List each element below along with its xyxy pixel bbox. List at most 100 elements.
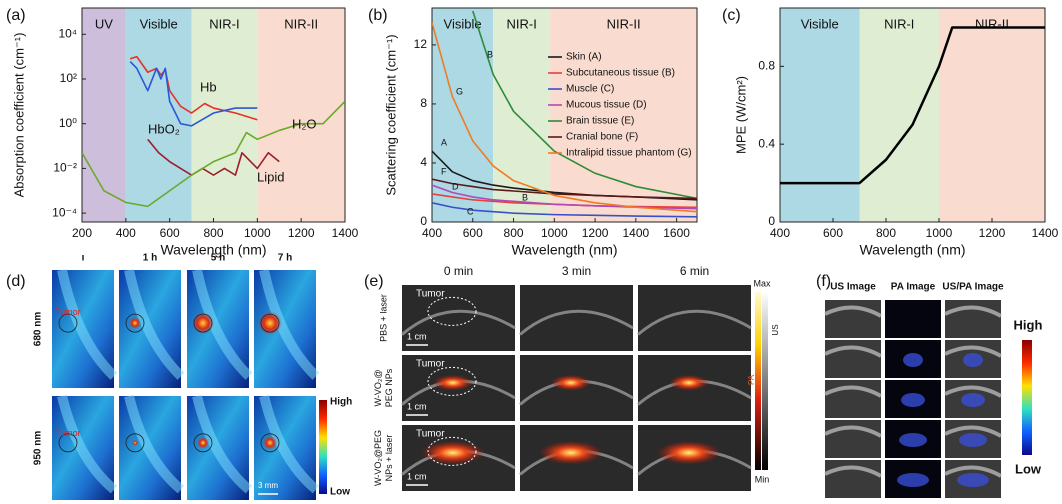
column-label: US/PA Image — [942, 282, 1004, 293]
region — [432, 8, 494, 222]
legend-label: Cranial bone (F) — [566, 132, 638, 143]
pa-signal — [899, 433, 927, 447]
tumor-outline — [125, 313, 145, 333]
series-label: H₂O — [292, 116, 317, 131]
series-line — [432, 184, 697, 210]
plot-lines — [432, 10, 697, 218]
region-label: Visible — [140, 16, 178, 31]
region-label: NIR-II — [607, 16, 641, 31]
image-detail — [57, 268, 118, 380]
column-label: 1 h — [143, 253, 157, 264]
tumor-signal — [258, 311, 282, 336]
region-label: UV — [95, 16, 113, 31]
row-label: NPs + laser — [384, 435, 394, 482]
x-tick-label: 1400 — [332, 226, 359, 240]
y-axis-title: Absorption coefficient (cm⁻¹) — [11, 33, 26, 198]
scale-bar-label: 3 mm — [258, 481, 278, 490]
curve-label: C — [467, 206, 474, 216]
x-tick-label: 1400 — [1032, 226, 1059, 240]
series-label: Hb — [200, 79, 217, 94]
colorbar-label: Min — [755, 474, 770, 484]
image-detail — [192, 268, 253, 380]
x-tick-label: 800 — [876, 226, 896, 240]
y-tick-label: 0.8 — [758, 59, 775, 73]
region-label: NIR-II — [284, 16, 318, 31]
curve-label: B — [522, 192, 528, 202]
tumor-outline — [260, 313, 280, 333]
image-detail — [944, 425, 1002, 438]
region — [257, 8, 345, 222]
x-tick-label: 800 — [203, 226, 223, 240]
tumor-label: Tumor — [55, 307, 81, 317]
y-tick-label: 8 — [420, 96, 427, 110]
x-axis-title: Wavelength (nm) — [511, 242, 617, 258]
image-detail — [519, 309, 634, 336]
region-label: Visible — [444, 16, 482, 31]
series-label: Lipid — [257, 169, 284, 184]
image-detail — [824, 425, 882, 438]
image-detail — [637, 309, 752, 336]
x-tick-label: 1000 — [541, 226, 568, 240]
panel-label: (c) — [722, 7, 741, 24]
panel-label: (b) — [368, 7, 388, 24]
pa-signal — [420, 440, 485, 465]
image-detail — [124, 394, 185, 494]
x-tick-label: 600 — [823, 226, 843, 240]
y-axis-title: Scattering coefficient (cm⁻¹) — [383, 34, 398, 195]
column-label: 3 min — [562, 264, 591, 278]
tumor-signal — [192, 312, 214, 335]
curve-label: D — [452, 181, 459, 191]
x-tick-label: 800 — [504, 226, 524, 240]
tumor-outline — [427, 296, 477, 326]
panel-f: (f) US Image PA Image US/PA Image High Low — [816, 273, 1042, 498]
x-tick-label: 200 — [72, 226, 92, 240]
region — [125, 8, 192, 222]
colorbar-axis-label: PA — [747, 374, 756, 385]
plot-frame — [779, 7, 1046, 223]
pa-signal — [656, 440, 721, 465]
region-label: NIR-I — [209, 16, 239, 31]
image-detail — [259, 394, 320, 494]
column-label: PA Image — [891, 282, 936, 293]
colorbar — [762, 292, 768, 470]
pa-signal — [432, 374, 473, 391]
image-detail — [57, 394, 118, 494]
image-detail — [944, 305, 1002, 318]
legend-label: Muscle (C) — [566, 84, 614, 95]
column-label: 7 h — [278, 253, 292, 264]
legend-label: Mucous tissue (D) — [566, 100, 647, 111]
tumor-signal — [197, 436, 209, 449]
column-label: ı — [82, 253, 85, 264]
tumor-label: Tumor — [416, 429, 445, 440]
y-axis-title: MPE (W/cm²) — [733, 76, 748, 154]
image-detail — [192, 394, 253, 494]
row-label: 680 nm — [33, 312, 44, 347]
x-tick-label: 600 — [160, 226, 180, 240]
column-label: US Image — [830, 282, 876, 293]
region — [191, 8, 258, 222]
colorbar-label: Max — [753, 278, 771, 288]
tumor-label: Tumor — [416, 359, 445, 370]
tumor-outline — [260, 433, 280, 453]
colorbar-label: Low — [1015, 461, 1042, 476]
x-tick-label: 1400 — [622, 226, 649, 240]
series-line — [780, 26, 1045, 185]
y-tick-label: 10⁻⁴ — [52, 205, 77, 219]
legend-label: Skin (A) — [566, 52, 602, 63]
x-tick-label: 1200 — [979, 226, 1006, 240]
tumor-label: Tumor — [55, 428, 81, 438]
row-label: PBS + laser — [378, 294, 388, 342]
pa-signal — [963, 353, 983, 367]
y-tick-label: 10⁰ — [59, 116, 77, 130]
scale-bar-label: 1 cm — [407, 401, 427, 411]
panel-label: (f) — [816, 273, 831, 290]
image-detail — [124, 268, 185, 380]
region — [82, 8, 126, 222]
tumor-label: Tumor — [416, 289, 445, 300]
panel-label: (d) — [6, 273, 26, 290]
tumor-outline — [427, 366, 477, 396]
column-label: 6 min — [680, 264, 709, 278]
legend-label: Intralipid tissue phantom (G) — [566, 148, 692, 159]
series-line — [129, 61, 258, 127]
pa-signal — [961, 393, 985, 407]
